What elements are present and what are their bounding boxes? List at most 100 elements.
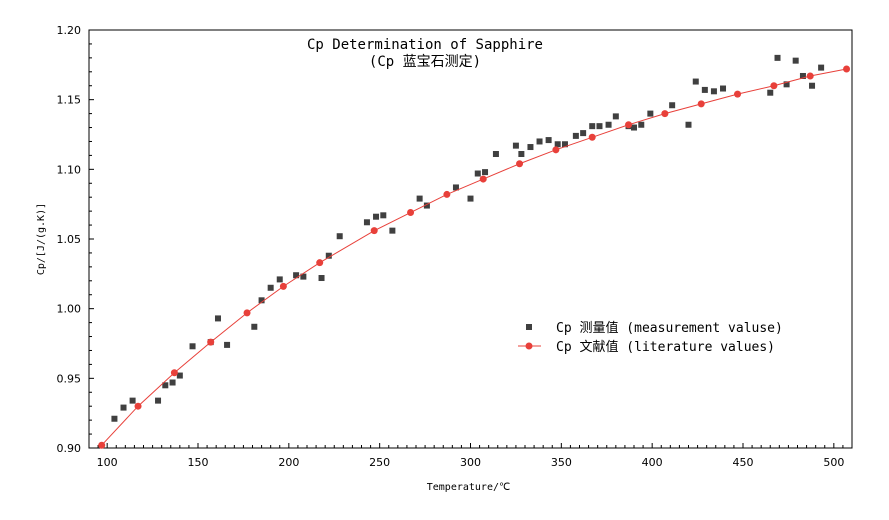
measurement-point bbox=[276, 276, 283, 283]
x-tick-label: 150 bbox=[188, 456, 209, 469]
measurement-point bbox=[423, 202, 430, 209]
measurement-point bbox=[792, 57, 799, 64]
legend-marker-literature bbox=[525, 342, 533, 350]
chart-subtitle: (Cp 蓝宝石测定) bbox=[369, 54, 481, 70]
measurement-point bbox=[536, 138, 543, 145]
measurement-point bbox=[176, 372, 183, 379]
x-tick-label: 400 bbox=[642, 456, 663, 469]
measurement-point bbox=[701, 86, 708, 93]
measurement-point bbox=[809, 82, 816, 89]
measurement-point bbox=[710, 88, 717, 95]
legend-marker-measurement bbox=[526, 324, 532, 330]
legend-box bbox=[510, 316, 810, 358]
measurement-point bbox=[545, 137, 552, 144]
literature-point bbox=[134, 402, 142, 410]
legend-label-literature: Cp 文献值 (literature values) bbox=[556, 339, 775, 355]
measurement-point bbox=[300, 273, 307, 280]
series-layer bbox=[98, 54, 851, 449]
literature-point bbox=[734, 90, 742, 98]
measurement-point bbox=[129, 397, 136, 404]
literature-point bbox=[625, 121, 633, 129]
measurement-point bbox=[155, 397, 162, 404]
chart-title: Cp Determination of Sapphire bbox=[307, 37, 543, 53]
measurement-point bbox=[325, 252, 332, 259]
measurement-point bbox=[512, 142, 519, 149]
measurement-point bbox=[258, 297, 265, 304]
literature-point bbox=[316, 259, 324, 267]
measurement-point bbox=[189, 343, 196, 350]
measurement-point bbox=[474, 170, 481, 177]
literature-point bbox=[170, 369, 178, 377]
literature-point bbox=[697, 100, 705, 108]
measurement-point bbox=[389, 227, 396, 234]
literature-point bbox=[516, 160, 524, 168]
measurement-point bbox=[561, 141, 568, 148]
literature-point bbox=[479, 175, 487, 183]
y-axis-label: Cp/[J/(g.K)] bbox=[36, 203, 47, 275]
y-tick-label: 1.20 bbox=[57, 24, 82, 37]
literature-line bbox=[101, 68, 847, 446]
measurement-point bbox=[631, 124, 637, 131]
measurement-point bbox=[267, 284, 274, 291]
measurement-point bbox=[685, 121, 692, 128]
literature-point bbox=[407, 209, 415, 217]
measurement-point bbox=[380, 212, 387, 219]
measurement-point bbox=[120, 404, 127, 411]
literature-point bbox=[279, 282, 287, 290]
measurement-point bbox=[416, 195, 423, 202]
literature-point bbox=[243, 309, 251, 317]
literature-point bbox=[843, 65, 851, 73]
measurement-point bbox=[373, 213, 380, 220]
x-tick-label: 200 bbox=[278, 456, 299, 469]
measurement-point bbox=[111, 415, 118, 422]
x-tick-label: 450 bbox=[733, 456, 754, 469]
x-tick-label: 300 bbox=[460, 456, 481, 469]
x-tick-label: 100 bbox=[97, 456, 118, 469]
measurement-point bbox=[214, 315, 221, 322]
literature-point bbox=[552, 146, 560, 154]
measurement-point bbox=[572, 132, 579, 139]
literature-point bbox=[443, 190, 451, 198]
measurement-point bbox=[720, 85, 727, 92]
measurement-point bbox=[293, 272, 300, 279]
measurement-point bbox=[162, 382, 169, 389]
measurement-point bbox=[589, 123, 596, 130]
x-tick-label: 250 bbox=[369, 456, 390, 469]
y-tick-label: 1.00 bbox=[57, 303, 82, 316]
measurement-point bbox=[580, 130, 587, 137]
measurement-point bbox=[467, 195, 474, 202]
measurement-point bbox=[169, 379, 176, 386]
measurement-point bbox=[318, 275, 325, 282]
measurement-point bbox=[518, 151, 525, 158]
legend: Cp 测量值 (measurement valuse) Cp 文献值 (lite… bbox=[510, 316, 810, 358]
measurement-point bbox=[647, 110, 654, 117]
measurement-point bbox=[818, 64, 825, 71]
literature-point bbox=[98, 441, 106, 449]
axes: 100 150 200 250 300 350 400 450 500 0.90 0.95 1.00 1… bbox=[57, 24, 853, 469]
measurement-point bbox=[224, 341, 231, 348]
measurement-point bbox=[527, 144, 534, 151]
x-tick-label: 500 bbox=[823, 456, 844, 469]
measurement-point bbox=[783, 81, 790, 88]
y-tick-label: 1.05 bbox=[57, 233, 82, 246]
measurement-point bbox=[482, 169, 489, 176]
measurement-point bbox=[492, 151, 499, 158]
x-tick-label: 350 bbox=[551, 456, 572, 469]
measurement-point bbox=[251, 323, 258, 330]
measurement-point bbox=[452, 184, 459, 191]
literature-point bbox=[661, 110, 669, 118]
measurement-point bbox=[638, 121, 645, 128]
y-tick-label: 0.90 bbox=[57, 442, 82, 455]
literature-point bbox=[370, 227, 378, 235]
measurement-point bbox=[669, 102, 676, 109]
measurement-point bbox=[363, 219, 370, 226]
literature-point bbox=[588, 133, 596, 141]
measurement-point bbox=[596, 123, 603, 130]
measurement-point bbox=[767, 89, 774, 96]
literature-point bbox=[770, 82, 778, 90]
y-tick-label: 1.10 bbox=[57, 163, 82, 176]
measurement-point bbox=[692, 78, 699, 85]
measurement-point bbox=[605, 121, 612, 128]
y-tick-label: 1.15 bbox=[57, 94, 82, 107]
